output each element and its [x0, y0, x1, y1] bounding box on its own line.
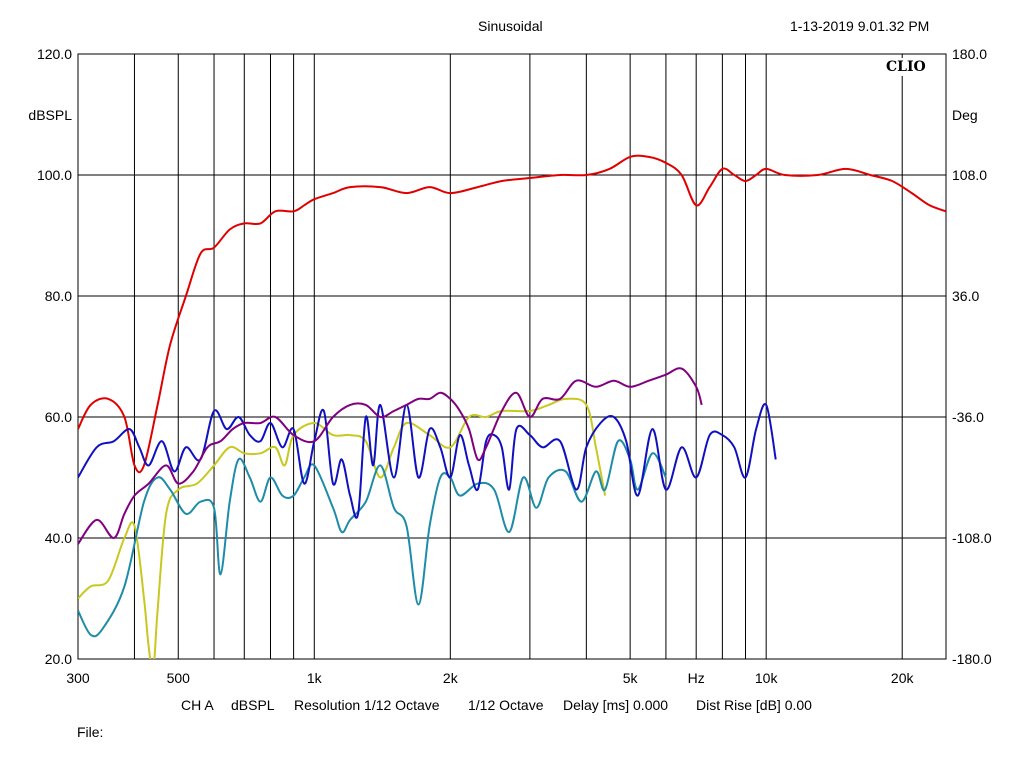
series-line-3: [78, 439, 667, 638]
footer-channel: CH A: [181, 697, 214, 713]
y-tick-label: 60.0: [45, 409, 72, 425]
series-layer: [78, 154, 946, 659]
x-tick-label: 20k: [891, 670, 915, 686]
y-tick-label: 100.0: [37, 167, 72, 183]
x-tick-label: 5k: [623, 670, 639, 686]
y2-tick-label: 36.0: [952, 288, 979, 304]
grid-layer: [78, 53, 946, 660]
footer-resolution: Resolution 1/12 Octave: [294, 697, 440, 713]
y2-axis-label: Deg: [952, 107, 978, 123]
footer-octave: 1/12 Octave: [468, 697, 544, 713]
y-tick-label: 120.0: [37, 46, 72, 62]
chart-header-timestamp: 1-13-2019 9.01.32 PM: [790, 18, 930, 34]
footer-delay: Delay [ms] 0.000: [563, 697, 669, 713]
x-tick-label: 1k: [307, 670, 323, 686]
x-tick-label: 500: [167, 670, 191, 686]
clio-logo: CLIO: [886, 59, 926, 75]
x-tick-label: 10k: [755, 670, 779, 686]
series-line-1: [78, 154, 946, 474]
footer-dist-rise: Dist Rise [dB] 0.00: [696, 697, 812, 713]
x-axis-unit-label: Hz: [688, 670, 705, 686]
y-tick-label: 20.0: [45, 651, 72, 667]
y2-tick-label: -108.0: [952, 530, 992, 546]
tick-layer: 120.0 180.0 100.0 108.0 80.0 36.0 60.0 -36.0 40.…: [28, 46, 992, 686]
clio-logo-box: [880, 58, 940, 76]
y2-tick-label: -180.0: [952, 651, 992, 667]
y2-tick-label: 180.0: [952, 46, 987, 62]
y-axis-label: dBSPL: [28, 107, 72, 123]
file-label: File:: [77, 724, 104, 740]
series-line-4: [78, 403, 777, 519]
x-tick-label: 2k: [443, 670, 459, 686]
series-line-5: [78, 367, 703, 545]
chart-header-title: Sinusoidal: [478, 18, 543, 34]
y2-tick-label: -36.0: [952, 409, 984, 425]
plot-area: [77, 53, 947, 660]
y-tick-label: 40.0: [45, 530, 72, 546]
y2-tick-label: 108.0: [952, 167, 987, 183]
footer-unit: dBSPL: [231, 697, 275, 713]
x-tick-label: 300: [66, 670, 90, 686]
y-tick-label: 80.0: [45, 288, 72, 304]
